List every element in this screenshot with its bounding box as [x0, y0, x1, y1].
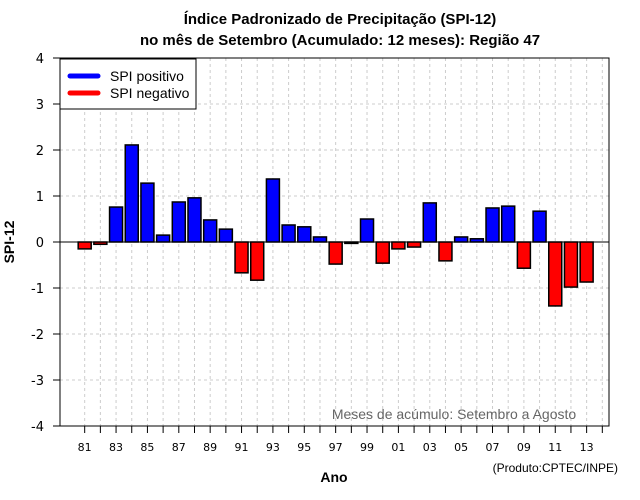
chart-title: Índice Padronizado de Precipitação (SPI-…: [184, 11, 497, 28]
legend-label-negative: SPI negativo: [110, 85, 190, 101]
y-tick-label: -3: [31, 374, 44, 389]
bar-2008: [500, 205, 516, 243]
x-tick-label: 95: [297, 441, 311, 454]
bar-1992: [249, 241, 265, 281]
x-axis: 81 83 85 87 89 91 93 95 97 99 01 03 05 07 09 11 13: [78, 426, 603, 454]
x-tick-label: 13: [580, 441, 594, 454]
bar-1996: [312, 236, 328, 243]
x-tick-label: 87: [172, 441, 186, 454]
y-tick-label: -1: [31, 282, 44, 297]
y-tick-label: 2: [36, 144, 44, 159]
bar-2002: [406, 241, 422, 248]
bar-2009: [516, 241, 532, 269]
x-tick-label: 99: [360, 441, 374, 454]
x-tick-label: 83: [109, 441, 123, 454]
grid: [60, 58, 609, 426]
y-tick-label: 3: [36, 98, 44, 113]
bar-2011: [548, 241, 563, 307]
legend-label-positive: SPI positivo: [110, 68, 184, 84]
legend: SPI positivo SPI negativo: [59, 58, 197, 110]
bar-1983: [108, 206, 124, 243]
bar-2013: [579, 241, 594, 283]
legend-box: [59, 58, 197, 110]
x-tick-label: 85: [140, 441, 154, 454]
bar-2010: [532, 210, 547, 243]
bar-1984: [124, 144, 139, 243]
x-tick-label: 81: [78, 441, 92, 454]
bar-1990: [218, 228, 234, 243]
x-tick-label: 91: [235, 441, 249, 454]
bar-1991: [234, 241, 249, 274]
product-credit: (Produto:CPTEC/INPE): [493, 461, 618, 475]
x-axis-label: Ano: [320, 469, 347, 485]
y-axis-label: SPI-12: [1, 220, 17, 263]
y-tick-label: -4: [31, 420, 44, 435]
y-tick-label: -2: [31, 328, 44, 343]
x-tick-label: 01: [391, 441, 405, 454]
bar-1988: [187, 197, 202, 243]
bar-1997: [328, 241, 343, 265]
bar-1985: [140, 182, 155, 243]
bar-2001: [391, 241, 406, 250]
bar-2007: [485, 207, 500, 243]
y-tick-label: 4: [36, 52, 44, 67]
bar-1995: [297, 226, 312, 243]
x-tick-label: 97: [329, 441, 343, 454]
accumulation-note: Meses de acúmulo: Setembro a Agosto: [332, 406, 577, 422]
bar-2005: [453, 236, 469, 243]
y-tick-label: 1: [36, 190, 44, 205]
y-tick-label: 0: [36, 236, 44, 251]
x-tick-label: 89: [203, 441, 217, 454]
bar-1986: [155, 234, 171, 243]
bar-1994: [281, 224, 296, 243]
chart-subtitle: no mês de Setembro (Acumulado: 12 meses)…: [140, 32, 540, 49]
x-tick-label: 07: [486, 441, 500, 454]
x-tick-label: 03: [423, 441, 437, 454]
bar-1993: [265, 178, 281, 243]
y-axis: -4 -3 -2 -1 0 1 2 3 4: [31, 52, 60, 435]
x-tick-label: 09: [517, 441, 531, 454]
bar-2012: [563, 241, 579, 288]
bar-2004: [438, 241, 453, 262]
bar-2000: [375, 241, 390, 264]
bar-1981: [77, 241, 92, 250]
bar-1999: [359, 218, 375, 243]
x-tick-label: 11: [548, 441, 562, 454]
bar-2003: [422, 202, 438, 243]
x-tick-label: 05: [454, 441, 468, 454]
bar-1987: [171, 201, 187, 243]
x-tick-label: 93: [266, 441, 280, 454]
bar-1989: [202, 219, 218, 243]
